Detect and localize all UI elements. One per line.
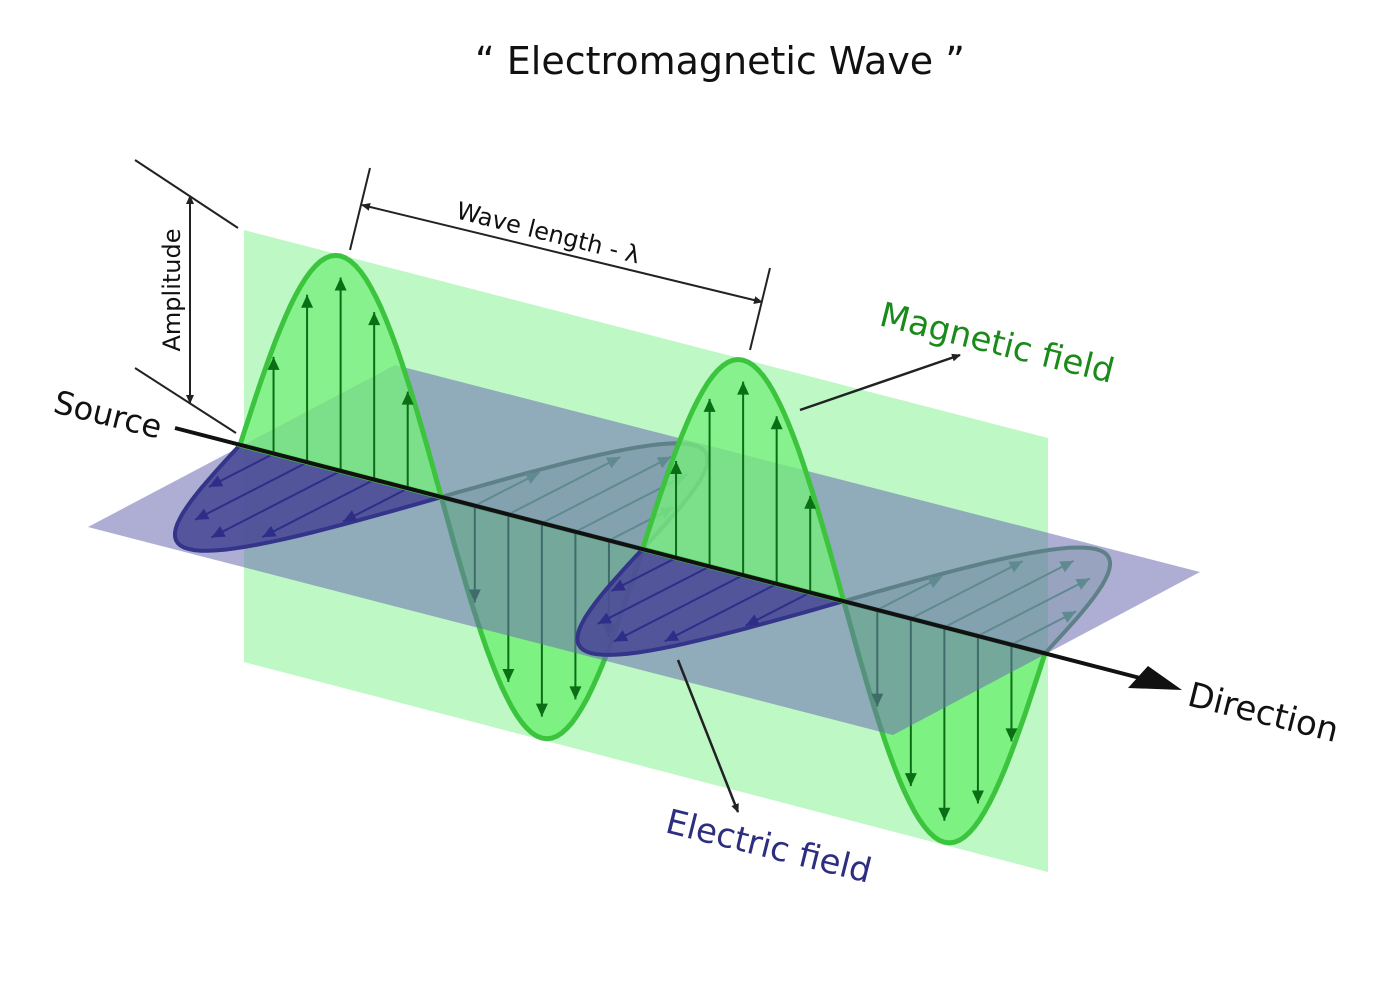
magnetic-field-vector-head	[368, 312, 381, 326]
direction-arrowhead	[1128, 666, 1182, 690]
magnetic-field-vector-head	[1005, 728, 1018, 742]
magnetic-field-vector-head	[502, 668, 515, 682]
electric-wave-lobe	[173, 442, 449, 553]
wavelength-tick-left	[349, 167, 371, 251]
electric-field-vector	[664, 582, 778, 643]
amplitude-label: Amplitude	[158, 229, 186, 352]
title: “ Electromagnetic Wave ”	[475, 39, 965, 83]
magnetic-field-vector-head	[971, 790, 984, 804]
electric-field-vector-head	[208, 475, 224, 487]
electric-field-vector	[261, 478, 375, 539]
source-label: Source	[50, 383, 166, 446]
wavelength-label: Wave length - λ	[454, 197, 643, 270]
amplitude-tick-top	[134, 159, 239, 229]
electric-field-vector-head	[1061, 611, 1077, 623]
electric-field-vector-head	[525, 472, 540, 484]
magnetic-field-vector-head	[535, 703, 548, 717]
electric-field-vector	[597, 565, 711, 625]
electric-field-vector	[943, 560, 1075, 629]
electric-field-pointer	[676, 659, 740, 813]
electric-field-vector	[210, 470, 342, 539]
magnetic-wave	[236, 252, 848, 605]
electric-field-vector	[541, 455, 672, 524]
magnetic-field-vector-head	[670, 461, 683, 475]
magnetic-field-vector-head	[770, 416, 783, 430]
amplitude-tick-bottom	[134, 367, 237, 434]
direction-label: Direction	[1184, 675, 1343, 751]
electric-field-vector	[194, 461, 308, 521]
magnetic-field-vector-head	[703, 398, 716, 412]
electric-field-vector-head	[597, 612, 612, 624]
electric-field-vector-head	[745, 614, 760, 626]
electric-field-vector	[977, 577, 1091, 637]
electric-field-vector-head	[664, 629, 680, 642]
magnetic-field-label: Magnetic field	[876, 295, 1118, 392]
electric-field-vector	[910, 560, 1024, 620]
wavelength-tick-right	[749, 267, 771, 351]
wavelength-dimension-arrow	[361, 202, 763, 305]
electric-wave-lobe	[836, 545, 1112, 656]
electric-field-vector-head	[211, 526, 226, 538]
magnetic-field-pointer	[799, 353, 961, 412]
electric-field-vector-head	[1059, 560, 1074, 573]
electric-field-vector-head	[927, 576, 942, 588]
electric-wave-lobe	[575, 546, 852, 657]
electric-field-vector	[613, 574, 744, 643]
electric-field-vector-head	[1008, 561, 1023, 573]
electric-field-vector	[507, 456, 621, 516]
magnetic-field-vector-head	[334, 277, 347, 291]
magnetic-field-vector-head	[301, 294, 314, 308]
electric-field-vector-head	[605, 457, 621, 469]
magnetic-field-vector-head	[938, 807, 951, 821]
electric-field-vector-head	[656, 456, 672, 469]
electric-field-vector-head	[343, 510, 358, 522]
electric-field-vector-head	[611, 579, 626, 591]
electric-field-vector-head	[195, 508, 210, 520]
magnetic-field-vector-head	[267, 356, 280, 370]
magnetic-field-vector-head	[401, 391, 414, 405]
magnetic-field-vector-head	[737, 381, 750, 395]
magnetic-field-vector-head	[804, 495, 817, 509]
magnetic-field-vector-head	[569, 686, 582, 700]
magnetic-field-vector-head	[904, 773, 917, 787]
electric-field-vector-head	[1075, 578, 1090, 590]
electric-field-vector-head	[613, 630, 629, 642]
electric-field-vector-head	[262, 525, 277, 538]
propagation-axis	[174, 426, 1141, 680]
